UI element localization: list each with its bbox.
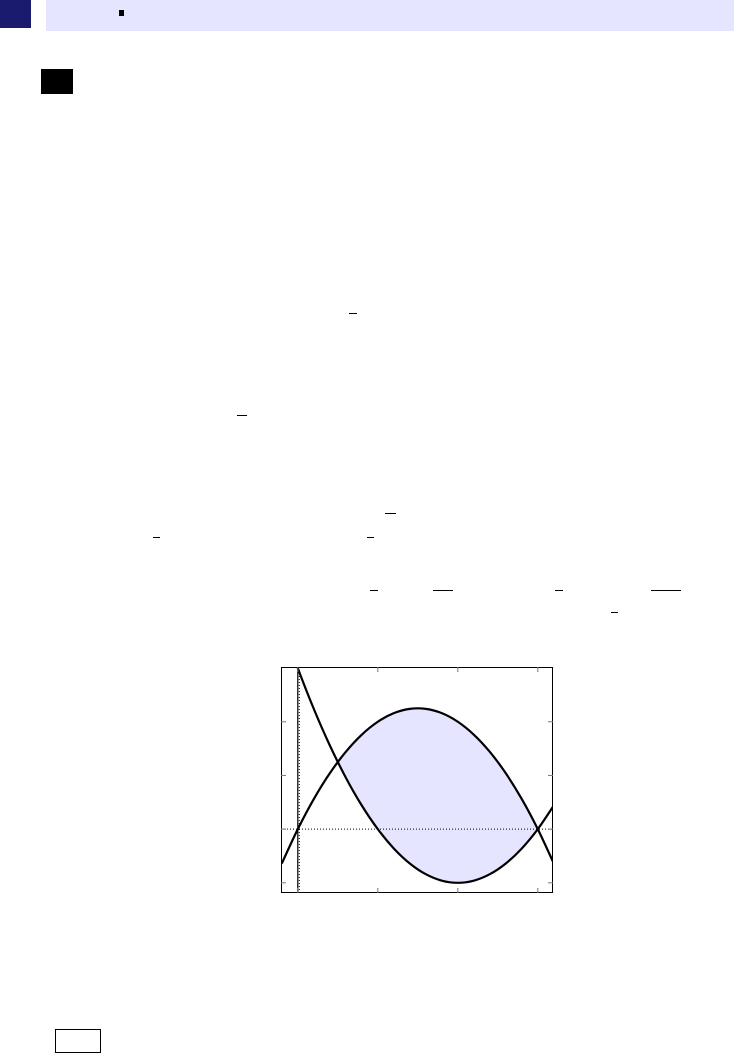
- section-marker: [0, 0, 31, 28]
- fraction-bar: [237, 415, 247, 417]
- plot-frame: [281, 667, 553, 893]
- fraction-bar: [555, 590, 563, 592]
- series-curve-2: [296, 667, 553, 884]
- fraction-bar: [153, 537, 160, 539]
- fraction-bar: [611, 612, 618, 614]
- fraction-bar: [370, 590, 378, 592]
- fraction-bar: [385, 513, 396, 515]
- series-curve-1: [281, 707, 553, 864]
- fraction-bar: [367, 537, 374, 539]
- fraction-bar: [349, 313, 357, 315]
- footer-box: [55, 1029, 101, 1053]
- bullet-icon: [119, 10, 124, 16]
- fraction-bar: [433, 590, 453, 592]
- example-label-box: [41, 69, 73, 94]
- shaded-area: [337, 708, 538, 883]
- fraction-bar: [651, 590, 681, 592]
- header-bar: [46, 0, 734, 31]
